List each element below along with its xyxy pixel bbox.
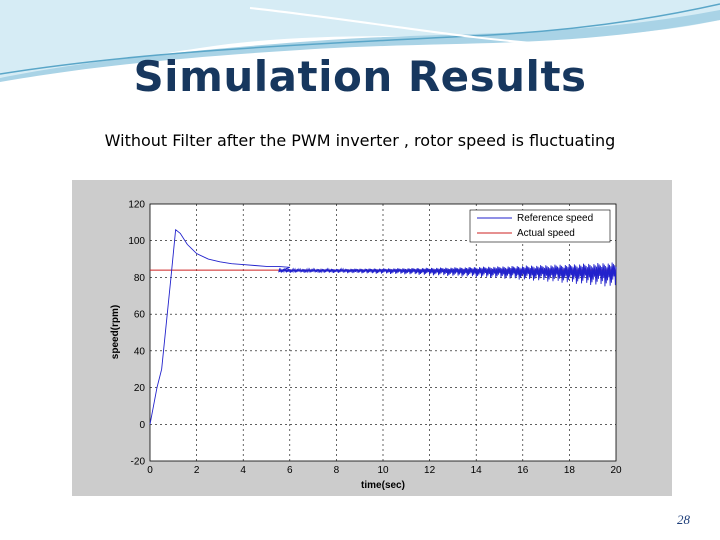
chart-figure: 0 2 4 6 8 10 12 14 16 18 20 -20 0 20 40 60 80 100 120 time… <box>72 180 672 496</box>
legend-label-reference: Reference speed <box>517 213 593 224</box>
chart-legend: Reference speed Actual speed <box>469 209 611 243</box>
x-tick-label: 18 <box>564 465 576 476</box>
x-tick-label: 16 <box>517 465 529 476</box>
series-lines <box>149 228 617 425</box>
x-axis-label: time(sec) <box>361 480 405 491</box>
page-number: 28 <box>677 512 690 527</box>
x-tick-label: 0 <box>147 465 153 476</box>
wave-mid-band <box>0 10 720 82</box>
x-tick-label: 12 <box>424 465 436 476</box>
y-tick-label: 0 <box>139 420 145 431</box>
x-tick-label: 14 <box>471 465 483 476</box>
y-tick-label: 120 <box>128 200 145 211</box>
plot-area <box>149 203 617 462</box>
wave-line <box>0 3 720 75</box>
x-tick-label: 20 <box>610 465 622 476</box>
header-wave-decoration <box>0 0 720 82</box>
y-tick-label: 60 <box>134 310 146 321</box>
series-reference-speed <box>149 228 617 425</box>
y-axis-label: speed(rpm) <box>110 305 121 359</box>
legend-label-actual: Actual speed <box>517 228 575 239</box>
legend-box <box>469 209 611 243</box>
x-tick-label: 4 <box>240 465 246 476</box>
slide-subtitle: Without Filter after the PWM inverter , … <box>104 131 616 150</box>
wave-line-2 <box>249 7 720 47</box>
y-tick-label: -20 <box>131 457 146 468</box>
y-tick-label: 80 <box>134 273 146 284</box>
slide-title: Simulation Results <box>133 52 587 101</box>
x-tick-label: 8 <box>334 465 340 476</box>
y-tick-label: 100 <box>128 236 145 247</box>
y-tick-label: 20 <box>134 383 146 394</box>
wave-light-band <box>0 0 720 78</box>
x-tick-label: 10 <box>377 465 389 476</box>
y-tick-label: 40 <box>134 346 146 357</box>
x-tick-label: 6 <box>287 465 293 476</box>
x-tick-label: 2 <box>194 465 200 476</box>
